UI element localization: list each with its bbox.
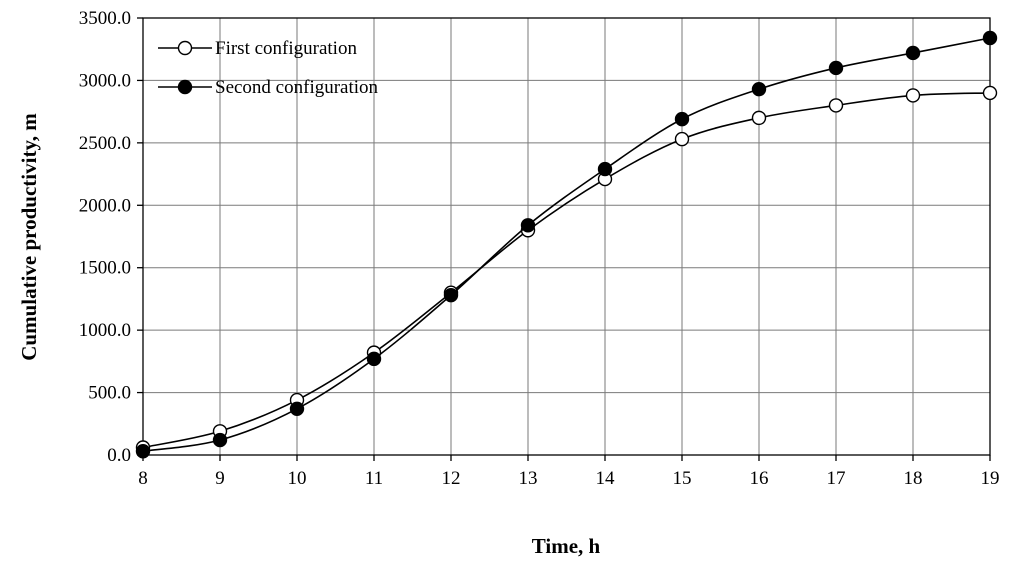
data-point-second (674, 111, 690, 127)
data-point-second (135, 444, 151, 459)
data-point-first (674, 131, 690, 147)
data-point-second (597, 161, 613, 177)
series-line-second (142, 37, 991, 453)
axes: 0.0 500.0 1000.0 1500.0 2000.0 2500.0 3000.0 35… (79, 8, 1000, 489)
y-tick-label: 1500.0 (79, 258, 131, 279)
x-tick-label: 17 (827, 468, 846, 489)
y-tick-label: 2000.0 (79, 195, 131, 216)
series-second (135, 30, 998, 459)
plot-area-border (142, 17, 991, 456)
legend-item-first: First configuration (158, 38, 357, 59)
legend-item-second: Second configuration (158, 77, 379, 98)
x-tick-label: 14 (596, 468, 616, 489)
x-tick-label: 8 (138, 468, 148, 489)
legend-marker-second (177, 79, 193, 95)
x-axis-title: Time, h (532, 534, 601, 558)
data-point-first (905, 88, 921, 103)
x-tick-label: 12 (442, 468, 461, 489)
data-point-second (366, 351, 382, 367)
x-tick-label: 19 (981, 468, 1000, 489)
data-point-second (520, 218, 536, 233)
data-point-second (828, 60, 844, 76)
x-tick-label: 13 (519, 468, 538, 489)
data-point-first (828, 98, 844, 113)
data-point-second (982, 30, 998, 46)
x-tick-label: 10 (288, 468, 307, 489)
x-tick-label: 16 (750, 468, 769, 489)
legend: First configuration Second configuration (158, 38, 379, 98)
x-tick-label: 9 (215, 468, 225, 489)
x-tick-label: 11 (365, 468, 383, 489)
legend-label-second: Second configuration (215, 77, 379, 98)
y-tick-label: 0.0 (107, 445, 131, 466)
grid (143, 18, 990, 455)
y-tick-label: 3000.0 (79, 70, 131, 91)
data-point-second (751, 81, 767, 97)
x-tick-label: 15 (673, 468, 692, 489)
series-first (135, 85, 998, 455)
x-tick-label: 18 (904, 468, 923, 489)
data-point-second (443, 287, 459, 303)
y-tick-label: 1000.0 (79, 320, 131, 341)
data-point-first (751, 110, 767, 126)
series-group (135, 30, 998, 459)
y-tick-label: 2500.0 (79, 133, 131, 154)
y-tick-label: 3500.0 (79, 8, 131, 29)
y-tick-label: 500.0 (88, 383, 131, 404)
data-point-second (905, 45, 921, 61)
data-point-second (212, 432, 228, 448)
data-point-second (289, 401, 305, 417)
y-axis-title: Cumulative productivity, m (17, 113, 41, 361)
legend-marker-first (177, 40, 193, 56)
series-line-first (142, 92, 991, 449)
legend-label-first: First configuration (215, 38, 357, 59)
data-point-first (982, 85, 998, 101)
